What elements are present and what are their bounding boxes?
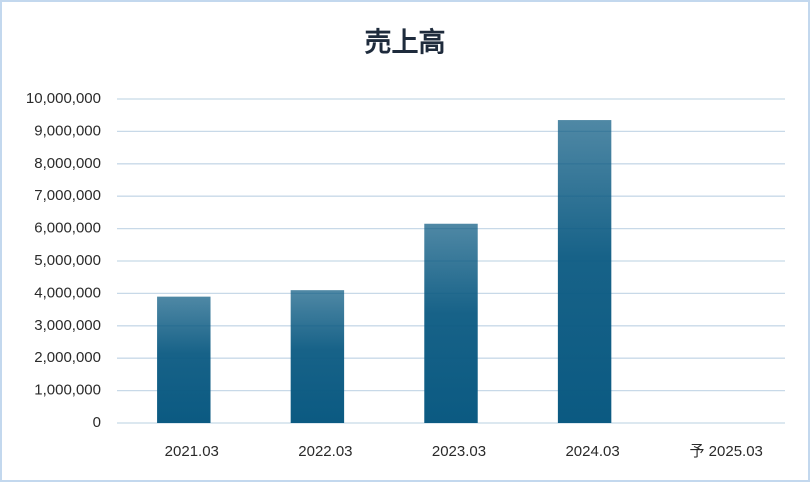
y-tick-label: 9,000,000 <box>34 122 101 139</box>
x-tick-label: 2022.03 <box>298 443 352 460</box>
x-tick-label: 2023.03 <box>432 443 486 460</box>
x-tick-label: 予 2025.03 <box>690 443 763 460</box>
bar <box>424 223 478 423</box>
x-tick-label: 2021.03 <box>165 443 219 460</box>
y-tick-label: 6,000,000 <box>34 220 101 237</box>
bar <box>157 296 211 423</box>
y-tick-label: 8,000,000 <box>34 155 101 172</box>
y-tick-label: 1,000,000 <box>34 382 101 399</box>
y-tick-label: 10,000,000 <box>26 90 101 107</box>
bar <box>290 290 345 423</box>
bar <box>557 120 612 423</box>
y-tick-label: 0 <box>93 414 101 431</box>
y-tick-label: 4,000,000 <box>34 284 101 301</box>
y-tick-label: 5,000,000 <box>34 252 101 269</box>
x-tick-label: 2024.03 <box>565 443 619 460</box>
chart-title: 売上高 <box>365 27 446 59</box>
y-tick-label: 7,000,000 <box>34 187 101 204</box>
y-tick-label: 2,000,000 <box>34 349 101 366</box>
y-tick-label: 3,000,000 <box>34 317 101 334</box>
